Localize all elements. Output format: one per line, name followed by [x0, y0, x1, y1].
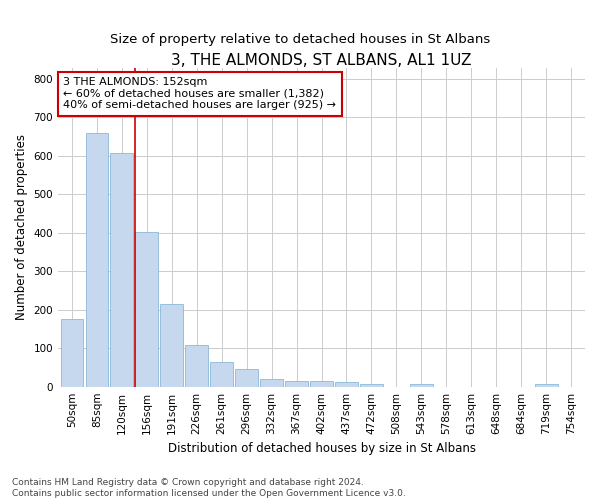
Bar — [211, 362, 233, 386]
Bar — [86, 133, 108, 386]
Bar — [335, 382, 358, 386]
Text: Contains HM Land Registry data © Crown copyright and database right 2024.
Contai: Contains HM Land Registry data © Crown c… — [12, 478, 406, 498]
Text: 3 THE ALMONDS: 152sqm
← 60% of detached houses are smaller (1,382)
40% of semi-d: 3 THE ALMONDS: 152sqm ← 60% of detached … — [64, 77, 337, 110]
Title: 3, THE ALMONDS, ST ALBANS, AL1 1UZ: 3, THE ALMONDS, ST ALBANS, AL1 1UZ — [171, 52, 472, 68]
Text: Size of property relative to detached houses in St Albans: Size of property relative to detached ho… — [110, 32, 490, 46]
Bar — [136, 232, 158, 386]
Bar — [235, 369, 258, 386]
Bar — [360, 384, 383, 386]
Bar — [286, 380, 308, 386]
Bar — [61, 320, 83, 386]
Y-axis label: Number of detached properties: Number of detached properties — [15, 134, 28, 320]
Bar — [260, 379, 283, 386]
Bar — [410, 384, 433, 386]
Bar — [535, 384, 557, 386]
X-axis label: Distribution of detached houses by size in St Albans: Distribution of detached houses by size … — [167, 442, 476, 455]
Bar — [185, 345, 208, 387]
Bar — [310, 381, 333, 386]
Bar — [110, 154, 133, 386]
Bar — [160, 304, 183, 386]
